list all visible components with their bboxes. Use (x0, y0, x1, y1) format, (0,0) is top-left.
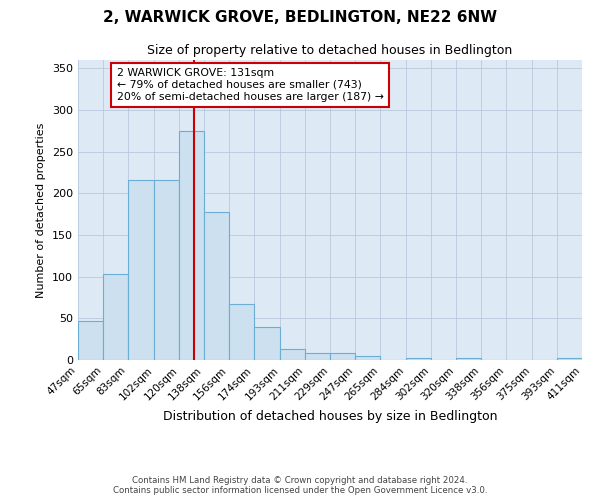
Title: Size of property relative to detached houses in Bedlington: Size of property relative to detached ho… (148, 44, 512, 58)
Bar (557, 358, 582, 360)
Bar (254, 326, 280, 360)
Bar (406, 358, 431, 360)
Bar (128, 180, 154, 360)
Bar (229, 304, 254, 360)
Bar (103, 274, 128, 360)
Bar (154, 180, 179, 360)
Bar (204, 212, 229, 360)
Bar (456, 358, 481, 360)
Bar (280, 349, 305, 360)
Text: 2, WARWICK GROVE, BEDLINGTON, NE22 6NW: 2, WARWICK GROVE, BEDLINGTON, NE22 6NW (103, 10, 497, 25)
Bar (330, 352, 355, 360)
Text: 2 WARWICK GROVE: 131sqm
← 79% of detached houses are smaller (743)
20% of semi-d: 2 WARWICK GROVE: 131sqm ← 79% of detache… (117, 68, 383, 102)
Bar (355, 356, 380, 360)
Bar (78, 321, 103, 360)
Text: Contains HM Land Registry data © Crown copyright and database right 2024.
Contai: Contains HM Land Registry data © Crown c… (113, 476, 487, 495)
Bar (305, 354, 330, 360)
Bar (179, 131, 204, 360)
X-axis label: Distribution of detached houses by size in Bedlington: Distribution of detached houses by size … (163, 410, 497, 423)
Y-axis label: Number of detached properties: Number of detached properties (37, 122, 46, 298)
